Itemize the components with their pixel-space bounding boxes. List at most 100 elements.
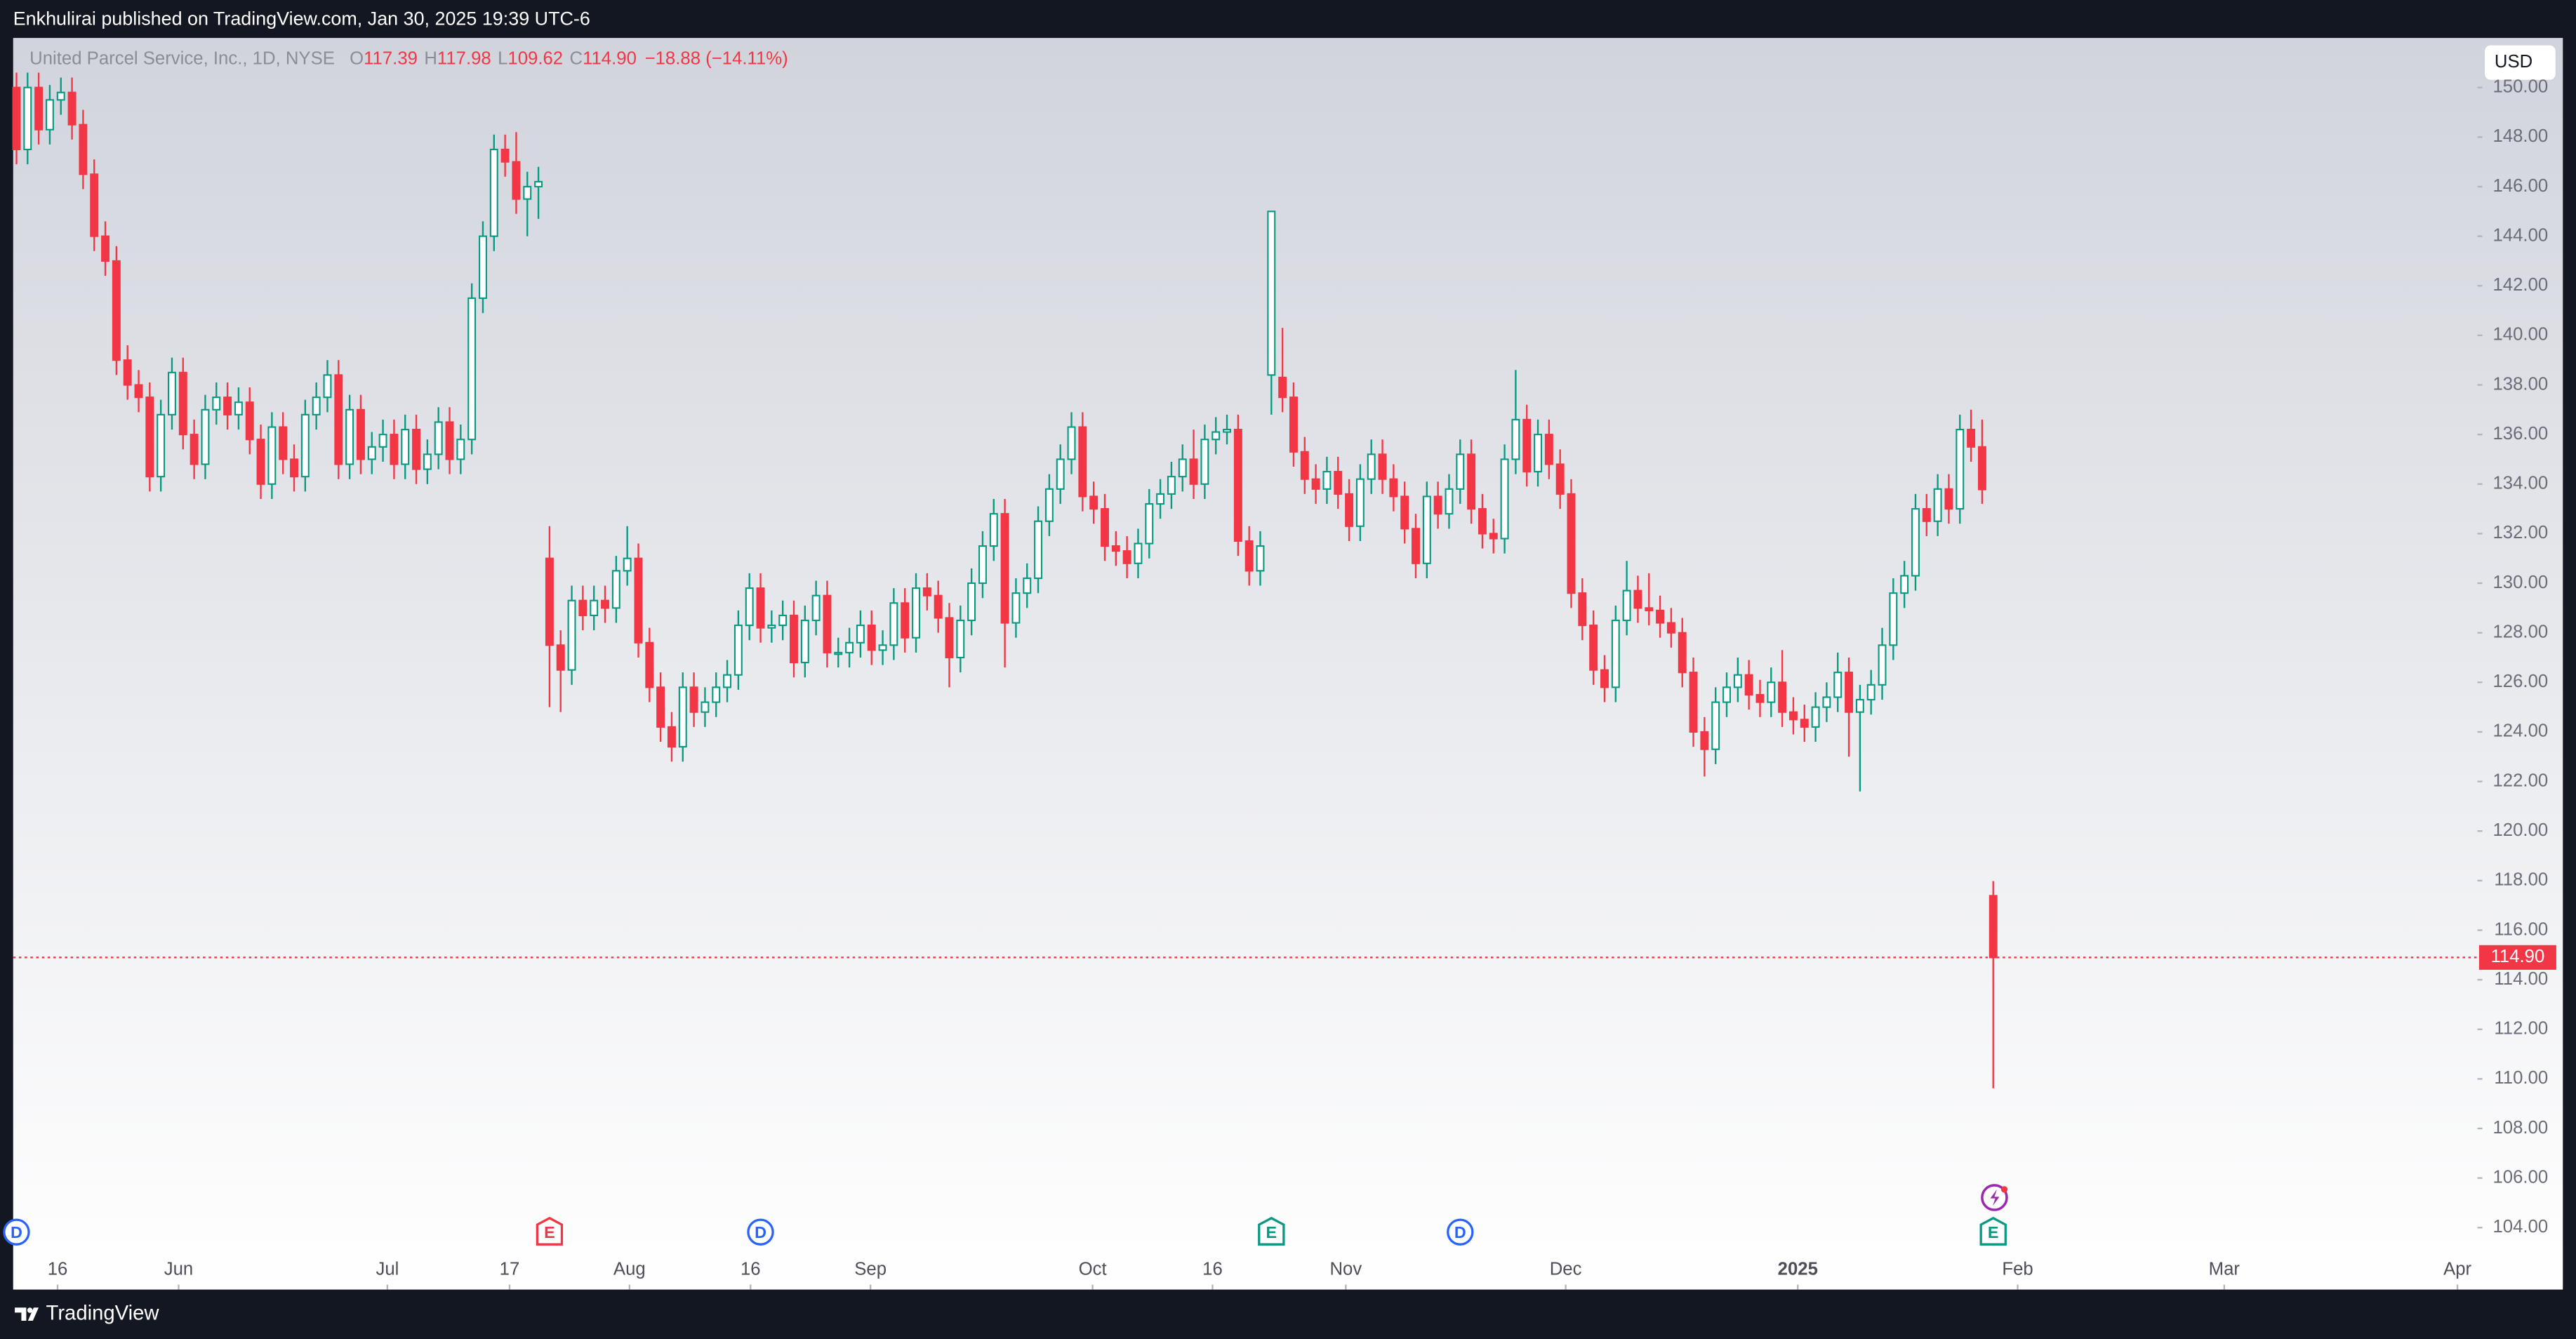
candle-body — [1866, 684, 1875, 701]
x-tick-label: Mar — [2209, 1259, 2240, 1279]
candle-body — [90, 173, 99, 237]
candle-body — [1223, 429, 1232, 433]
candle-body — [345, 408, 354, 465]
candle-body — [1178, 458, 1187, 478]
candle-body — [623, 557, 632, 572]
candle-body — [245, 401, 254, 441]
x-tick-label: Jun — [164, 1259, 194, 1279]
y-tick-label: 136.00 — [2492, 424, 2548, 444]
event-marker — [1447, 1218, 1474, 1246]
candle-body — [1244, 540, 1254, 572]
candle-body — [678, 686, 687, 748]
x-tick-label: Feb — [2002, 1259, 2033, 1279]
candle-body — [889, 602, 898, 646]
candle-body — [300, 413, 310, 478]
candle-body — [834, 651, 843, 655]
y-tick-label: 104.00 — [2492, 1217, 2548, 1237]
candle-body — [1977, 446, 1986, 491]
candle-body — [1900, 575, 1909, 594]
candle-body — [434, 421, 443, 455]
y-tick-label: 146.00 — [2492, 176, 2548, 196]
symbol-title: United Parcel Service, Inc., 1D, NYSE — [29, 48, 335, 68]
event-marker — [1979, 1216, 2007, 1246]
candle-body — [1889, 592, 1898, 646]
currency-box — [2483, 44, 2558, 82]
candle-body — [733, 625, 743, 676]
candle-body — [367, 446, 376, 460]
candle-body — [1967, 429, 1976, 448]
candle-body — [112, 260, 121, 361]
candle-body — [1278, 376, 1287, 399]
candle-body — [1778, 681, 1787, 713]
ohlc-value: 114.90 — [583, 48, 637, 68]
candle-body — [1534, 434, 1543, 473]
candle-body — [811, 594, 821, 622]
last-price-box — [2478, 945, 2556, 970]
ohlc-value: 117.98 — [437, 48, 491, 68]
candle-body — [611, 570, 620, 609]
candle-body — [1700, 731, 1709, 750]
event-label: D — [755, 1223, 766, 1241]
candle-body — [1289, 397, 1298, 453]
y-tick-label: 130.00 — [2492, 573, 2548, 592]
event-label: E — [1988, 1223, 1999, 1241]
candle-body — [723, 674, 732, 688]
x-tick-label: 17 — [500, 1259, 520, 1279]
candle-body — [800, 619, 809, 664]
event-label: D — [1454, 1223, 1466, 1241]
candle-body — [1689, 672, 1698, 733]
candle-body — [1878, 644, 1887, 686]
candle-body — [1011, 592, 1021, 624]
candle-body — [1189, 458, 1198, 485]
candle-body — [667, 726, 676, 748]
candle-body — [1500, 458, 1509, 540]
candle-body — [1233, 429, 1242, 542]
y-tick-label: 110.00 — [2494, 1068, 2548, 1088]
candle-body — [578, 599, 587, 616]
candle-body — [922, 587, 931, 597]
x-tick-label: Aug — [613, 1259, 646, 1279]
candle-body — [1267, 211, 1276, 376]
candle-body — [1355, 478, 1365, 527]
candle-body — [901, 602, 910, 639]
candle-body — [467, 297, 477, 441]
candles — [12, 72, 1998, 1088]
candle-body — [456, 439, 465, 460]
candle-body — [45, 99, 54, 131]
candle-body — [1334, 471, 1343, 495]
candle-body — [1322, 471, 1332, 490]
last-price-label: 114.90 — [2491, 947, 2545, 966]
candle-body — [1822, 696, 1831, 708]
candle-body — [1944, 488, 1953, 510]
candle-body — [934, 594, 943, 619]
y-tick-label: 144.00 — [2492, 225, 2548, 245]
candle-body — [423, 453, 432, 470]
candle-body — [1989, 895, 1998, 959]
candle-body — [1467, 453, 1476, 510]
y-tick-label: 150.00 — [2492, 76, 2548, 96]
candle-body — [145, 397, 154, 478]
y-tick-label: 148.00 — [2492, 126, 2548, 146]
event-label: D — [11, 1223, 22, 1241]
candle-body — [1578, 592, 1587, 627]
y-tick-label: 132.00 — [2492, 523, 2548, 542]
candle-body — [1145, 502, 1154, 545]
x-tick-label: 16 — [48, 1259, 68, 1279]
y-tick-label: 116.00 — [2494, 919, 2548, 939]
candle-body — [67, 91, 77, 126]
candle-body — [823, 594, 832, 653]
candle-body — [512, 161, 521, 200]
candle-body — [445, 421, 454, 460]
candle-body — [945, 617, 954, 659]
earnings-flash-icon — [1981, 1184, 2008, 1211]
candle-body — [178, 371, 187, 436]
candle-body — [390, 434, 399, 465]
candle-body — [1544, 434, 1553, 465]
candle-body — [1833, 672, 1843, 698]
x-tick-label: Jul — [376, 1259, 399, 1279]
candle-body — [212, 397, 221, 411]
candle-body — [601, 599, 609, 609]
ohlc-key: C — [569, 48, 583, 68]
candle-body — [845, 641, 854, 653]
